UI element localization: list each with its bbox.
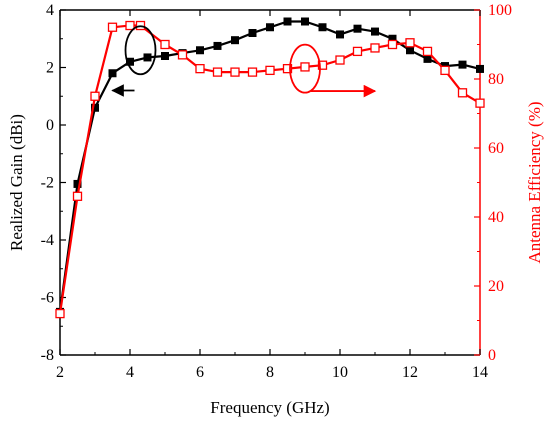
gain-data-point [423, 54, 432, 63]
gain-data-point [126, 57, 134, 66]
x-axis-title: Frequency (GHz) [210, 398, 329, 417]
gain-data-point [318, 23, 327, 32]
efficiency-data-point [160, 39, 170, 50]
y-left-axis-title: Realized Gain (dBi) [7, 114, 26, 251]
efficiency-data-point [177, 50, 188, 60]
gain-series-line [58, 20, 481, 313]
y-left-tick-label: -4 [41, 232, 54, 249]
efficiency-data-point [387, 39, 398, 50]
efficiency-data-point [125, 20, 135, 31]
y-right-tick-label: 20 [488, 278, 504, 295]
gain-data-point [476, 64, 484, 73]
efficiency-data-point [475, 98, 485, 108]
y-right-tick-label: 80 [488, 71, 504, 88]
y-right-tick-label: 0 [488, 347, 496, 364]
x-tick-label: 10 [332, 364, 348, 381]
gain-data-point [248, 29, 257, 37]
y-left-tick-label: -8 [41, 347, 54, 364]
y-right-axis-title: Antenna Efficiency (%) [525, 101, 544, 263]
y-left-tick-label: -6 [41, 290, 54, 307]
efficiency-data-point [317, 60, 328, 70]
gain-data-point [458, 60, 467, 69]
efficiency-data-point [282, 64, 293, 74]
y-right-tick-label: 60 [488, 140, 504, 157]
y-left-tick-label: 4 [46, 2, 54, 19]
y-right-tick-label: 40 [488, 209, 504, 226]
gain-data-point [283, 17, 292, 26]
gain-data-point [406, 46, 414, 55]
gain-data-point [143, 53, 152, 62]
gain-data-point [266, 23, 274, 32]
gain-data-point [161, 52, 169, 60]
efficiency-data-point [422, 46, 433, 57]
x-tick-label: 6 [196, 364, 204, 381]
y-right-tick-label: 100 [488, 2, 512, 19]
gain-data-point [108, 69, 117, 78]
efficiency-data-point [72, 191, 83, 201]
gain-data-point [301, 17, 309, 26]
gain-data-point [353, 24, 362, 33]
x-tick-label: 12 [402, 364, 418, 381]
efficiency-data-point [107, 22, 118, 32]
efficiency-data-point [247, 67, 258, 77]
efficiency-data-point [212, 67, 223, 77]
gain-data-point [213, 41, 222, 50]
y-left-tick-label: -2 [41, 175, 54, 192]
efficiency-data-point [370, 43, 380, 53]
efficiency-data-point [300, 62, 310, 72]
efficiency-data-point [405, 38, 415, 48]
efficiency-data-point [90, 91, 100, 101]
x-tick-label: 2 [56, 364, 64, 381]
x-tick-label: 14 [472, 364, 488, 381]
x-tick-label: 4 [126, 364, 134, 381]
efficiency-data-point [55, 308, 65, 319]
gain-data-point [73, 179, 82, 188]
y-left-tick-label: 2 [46, 60, 54, 77]
efficiency-data-point [195, 64, 205, 74]
efficiency-data-point [265, 65, 275, 76]
gain-data-point [388, 34, 397, 43]
gain-data-point [371, 27, 379, 36]
efficiency-data-point [230, 67, 240, 77]
gain-annotation-ellipse [124, 25, 157, 76]
efficiency-annotation-ellipse [289, 43, 321, 94]
efficiency-data-point [352, 46, 363, 57]
y-left-tick-label: 0 [46, 117, 54, 134]
gain-data-point [231, 36, 239, 45]
gain-data-point [91, 103, 99, 112]
efficiency-data-point [440, 65, 450, 76]
efficiency-data-point [457, 88, 468, 98]
efficiency-data-point [335, 55, 345, 65]
gain-data-point [336, 30, 344, 39]
gain-data-point [196, 46, 204, 55]
x-tick-label: 8 [266, 364, 274, 381]
